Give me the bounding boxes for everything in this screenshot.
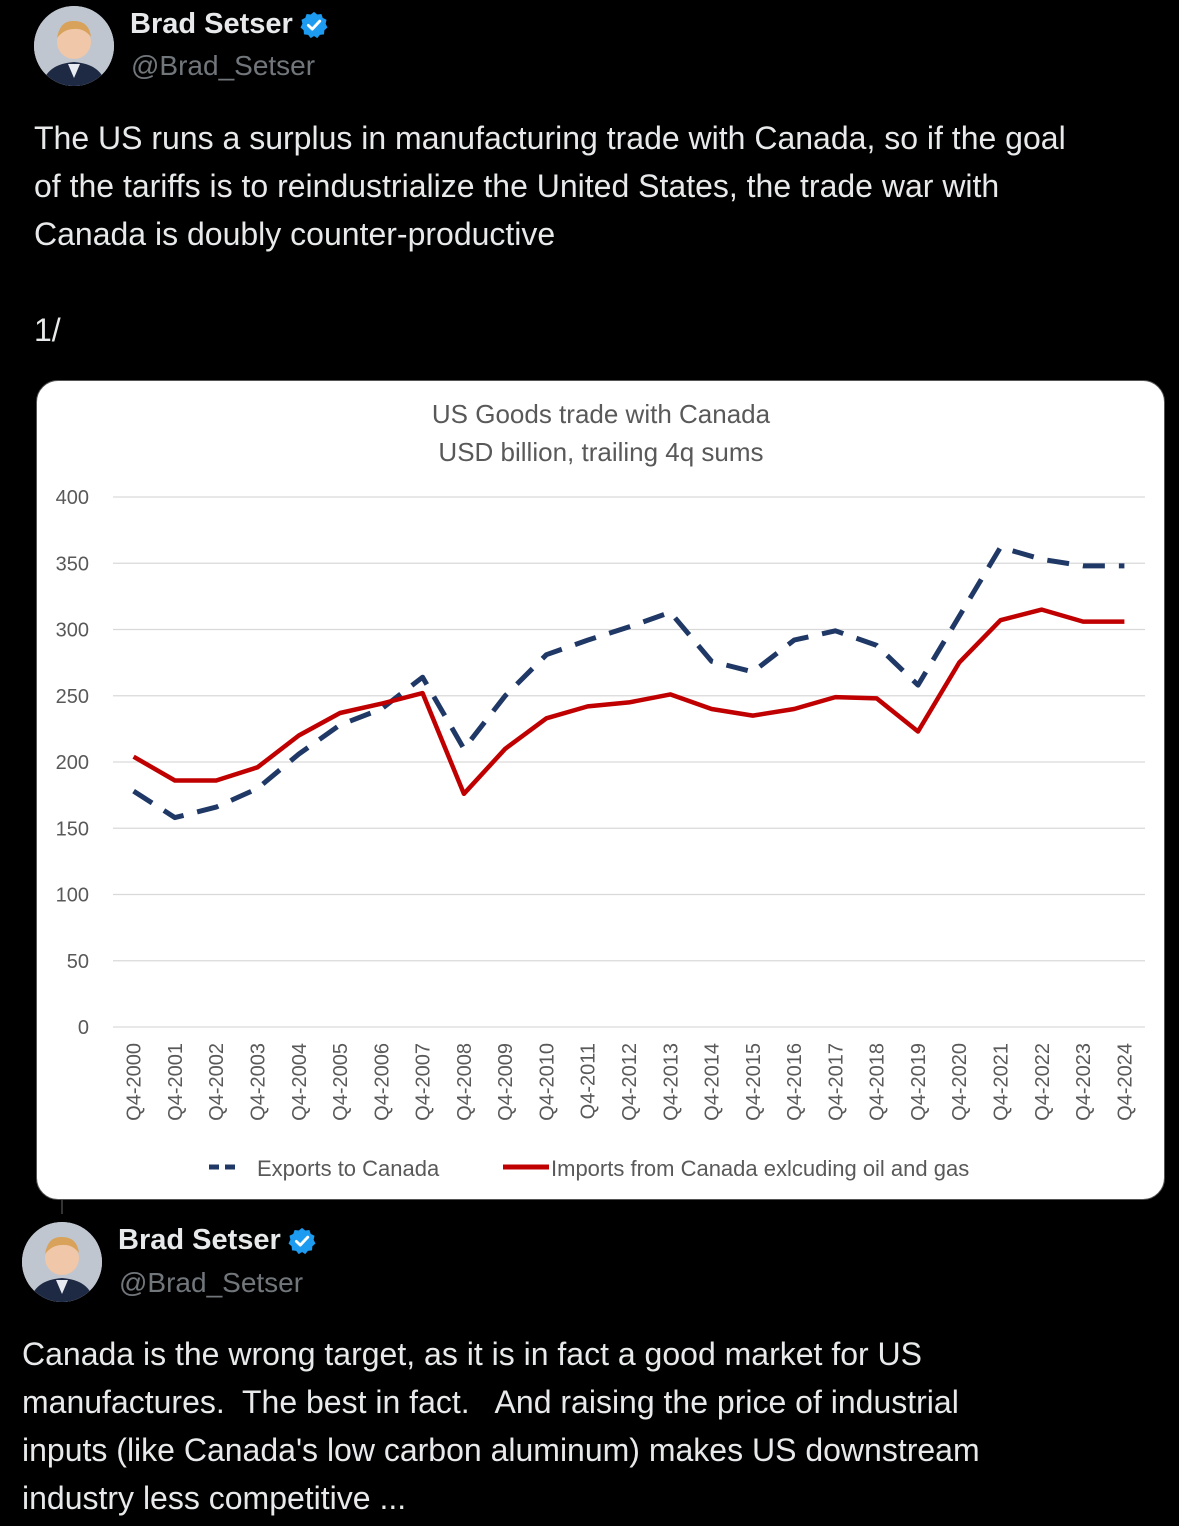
author-handle[interactable]: @Brad_Setser	[119, 1267, 304, 1298]
chart-image[interactable]: US Goods trade with Canada USD billion, …	[36, 380, 1165, 1200]
y-tick-label: 300	[56, 620, 89, 642]
x-tick-label: Q4-2017	[825, 1043, 847, 1121]
tweet-1: Brad Setser @Brad_Setser The US runs a s…	[0, 0, 1179, 380]
x-tick-label: Q4-2003	[247, 1043, 269, 1121]
avatar-portrait	[22, 1222, 102, 1302]
x-tick-label: Q4-2006	[371, 1043, 393, 1121]
x-tick-label: Q4-2010	[536, 1043, 558, 1121]
line-chart: US Goods trade with Canada USD billion, …	[56, 399, 1145, 1181]
author-handle[interactable]: @Brad_Setser	[131, 50, 316, 81]
thread-connector	[61, 1200, 63, 1214]
verified-badge-icon	[300, 11, 328, 38]
x-tick-label: Q4-2011	[578, 1043, 600, 1119]
y-tick-label: 50	[67, 951, 89, 973]
profile-avatar[interactable]	[22, 1222, 102, 1302]
x-tick-label: Q4-2016	[784, 1043, 806, 1121]
verified-badge-icon	[288, 1227, 316, 1254]
exports-series-line	[132, 544, 1125, 821]
x-axis-ticks: Q4-2000 Q4-2001 Q4-2002 Q4-2003 Q4-2004 Q4-20…	[124, 1043, 1137, 1121]
author-name[interactable]: Brad Setser	[118, 1224, 281, 1256]
x-tick-label: Q4-2005	[330, 1043, 352, 1121]
x-tick-label: Q4-2013	[660, 1043, 682, 1121]
x-tick-label: Q4-2018	[867, 1043, 889, 1121]
imports-series-line	[132, 607, 1125, 797]
x-tick-label: Q4-2001	[165, 1043, 187, 1121]
x-tick-label: Q4-2014	[702, 1043, 724, 1121]
x-tick-label: Q4-2019	[908, 1043, 930, 1121]
author-name[interactable]: Brad Setser	[130, 8, 293, 40]
avatar-portrait	[34, 6, 114, 86]
legend: Exports to Canada Imports from Canada ex…	[209, 1156, 969, 1181]
x-tick-label: Q4-2023	[1073, 1043, 1095, 1121]
y-tick-label: 200	[56, 752, 89, 774]
y-tick-label: 0	[78, 1017, 89, 1039]
y-tick-label: 350	[56, 553, 89, 575]
x-tick-label: Q4-2015	[743, 1043, 765, 1121]
x-tick-label: Q4-2008	[454, 1043, 476, 1121]
x-tick-label: Q4-2000	[124, 1043, 146, 1121]
x-tick-label: Q4-2024	[1114, 1043, 1136, 1121]
x-tick-label: Q4-2021	[991, 1043, 1013, 1121]
series-lines	[132, 544, 1125, 821]
y-tick-label: 150	[56, 818, 89, 840]
x-tick-label: Q4-2002	[206, 1043, 228, 1121]
x-tick-label: Q4-2022	[1032, 1043, 1054, 1121]
x-tick-label: Q4-2012	[619, 1043, 641, 1121]
x-tick-label: Q4-2004	[289, 1043, 311, 1121]
x-tick-label: Q4-2020	[949, 1043, 971, 1121]
legend-imports-label: Imports from Canada exlcuding oil and ga…	[551, 1156, 969, 1181]
tweet-2: Brad Setser @Brad_Setser Canada is the w…	[0, 1215, 1179, 1526]
chart-title: US Goods trade with Canada	[432, 399, 771, 429]
tweet-text: Canada is the wrong target, as it is in …	[22, 1336, 980, 1516]
x-tick-label: Q4-2007	[413, 1043, 435, 1121]
legend-exports-label: Exports to Canada	[257, 1156, 440, 1181]
tweet-text: The US runs a surplus in manufacturing t…	[34, 120, 1066, 348]
y-axis-ticks: 0 50 100 150 200 250 300 350 400	[56, 487, 89, 1039]
profile-avatar[interactable]	[34, 6, 114, 86]
chart-subtitle: USD billion, trailing 4q sums	[438, 437, 763, 467]
y-tick-label: 400	[56, 487, 89, 509]
x-tick-label: Q4-2009	[495, 1043, 517, 1121]
y-tick-label: 250	[56, 686, 89, 708]
y-tick-label: 100	[56, 885, 89, 907]
